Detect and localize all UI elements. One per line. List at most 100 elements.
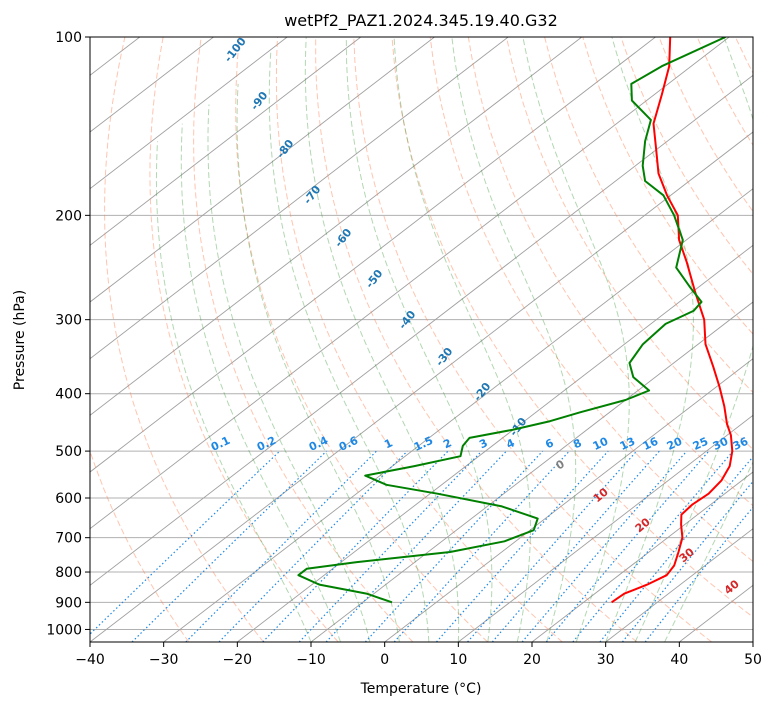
y-tick-label: 900 bbox=[55, 595, 82, 611]
mixing-ratio-label: 1 bbox=[382, 436, 394, 451]
moist-adiabat-line bbox=[304, 37, 460, 642]
mixing-ratio-line bbox=[364, 450, 544, 642]
moist-adiabat-line bbox=[664, 460, 753, 642]
moist-adiabat-line bbox=[236, 83, 400, 642]
isotherm-lines bbox=[0, 37, 753, 642]
dewpoint-profile-line bbox=[297, 37, 726, 604]
x-tick-label: 10 bbox=[449, 652, 467, 668]
isotherm-line bbox=[90, 37, 435, 303]
dry-adiabat-line bbox=[620, 37, 753, 275]
moist-adiabat-label: -80 bbox=[274, 137, 297, 161]
mixing-ratio-label: 8 bbox=[571, 436, 583, 451]
dry-adiabat-line bbox=[391, 37, 753, 618]
mixing-ratio-label: 4 bbox=[504, 436, 517, 451]
dry-adiabat-line bbox=[467, 37, 753, 507]
y-tick-label: 500 bbox=[55, 444, 82, 460]
x-axis-ticks: −40 −30 −20 −10 0 10 20 30 40 50 bbox=[75, 642, 762, 668]
moist-adiabat-line bbox=[155, 141, 312, 642]
mixing-ratio-label: 16 bbox=[641, 435, 661, 453]
temperature-profile-line bbox=[611, 37, 734, 604]
y-tick-label: 100 bbox=[55, 30, 82, 46]
isotherm-line bbox=[90, 37, 583, 416]
x-axis-label: Temperature (°C) bbox=[360, 681, 482, 697]
reference-line-labels: 0.1 0.2 0.4 0.6 1 1.5 2 3 4 6 8 10 13 16 20 25 30 36-100-… bbox=[209, 35, 751, 597]
y-tick-label: 400 bbox=[55, 387, 82, 403]
moist-adiabat-line bbox=[345, 37, 493, 642]
mixing-ratio-lines bbox=[90, 450, 753, 642]
isotherm-line bbox=[384, 358, 753, 642]
chart-title: wetPf2_PAZ1.2024.345.19.40.G32 bbox=[284, 11, 558, 31]
isotherm-line bbox=[90, 37, 362, 246]
mixing-ratio-label: 6 bbox=[543, 436, 556, 451]
x-tick-label: 50 bbox=[744, 652, 762, 668]
dry-adiabat-label: 20 bbox=[633, 515, 653, 535]
isotherm-line bbox=[752, 641, 753, 642]
dry-adiabat-line bbox=[696, 37, 753, 147]
x-tick-label: −10 bbox=[296, 652, 326, 668]
moist-adiabat-label: -60 bbox=[332, 226, 355, 250]
moist-adiabat-label: -40 bbox=[396, 308, 419, 332]
sounding-profiles bbox=[297, 37, 734, 604]
x-tick-label: −40 bbox=[75, 652, 105, 668]
isotherm-line bbox=[237, 244, 753, 642]
mixing-ratio-line bbox=[185, 450, 377, 642]
moist-adiabat-line bbox=[522, 37, 630, 642]
mixing-ratio-line bbox=[467, 450, 638, 642]
moist-adiabat-label: -20 bbox=[471, 380, 494, 404]
dry-adiabat-line bbox=[275, 37, 563, 642]
y-axis-label: Pressure (hPa) bbox=[12, 290, 28, 390]
isotherm-line bbox=[0, 37, 66, 642]
plot-area: 0.1 0.2 0.4 0.6 1 1.5 2 3 4 6 8 10 13 16 20 25 30 36-100-… bbox=[0, 35, 753, 642]
dry-adiabat-label: 40 bbox=[722, 577, 742, 597]
isotherm-line bbox=[605, 528, 753, 642]
mixing-ratio-label: 2 bbox=[441, 436, 453, 451]
x-tick-label: 20 bbox=[523, 652, 541, 668]
plot-frame bbox=[89, 36, 754, 643]
moist-adiabat-line bbox=[605, 37, 694, 642]
x-tick-label: 40 bbox=[670, 652, 688, 668]
moist-adiabat-line bbox=[268, 49, 430, 642]
dry-adiabat-line bbox=[104, 37, 264, 642]
x-tick-label: −30 bbox=[149, 652, 179, 668]
moist-adiabat-line bbox=[180, 123, 341, 642]
mixing-ratio-label: 20 bbox=[665, 435, 685, 453]
y-tick-label: 600 bbox=[55, 491, 82, 507]
moist-adiabat-line bbox=[393, 37, 531, 642]
y-tick-label: 300 bbox=[55, 313, 82, 329]
moist-adiabat-line bbox=[634, 37, 753, 642]
y-axis-ticks: 100 200 300 400 500 600 700 800 900 1000 bbox=[46, 30, 90, 638]
pressure-gridlines bbox=[90, 37, 753, 630]
y-tick-label: 1000 bbox=[46, 622, 82, 638]
y-tick-label: 800 bbox=[55, 565, 82, 581]
isotherm-line bbox=[90, 37, 656, 473]
mixing-ratio-line bbox=[90, 450, 281, 635]
isotherm-label: 0 bbox=[554, 457, 567, 472]
dry-adiabat-line bbox=[315, 37, 638, 642]
mixing-ratio-line bbox=[545, 450, 710, 642]
dry-adiabat-line bbox=[353, 37, 713, 642]
dry-adiabat-line bbox=[734, 37, 753, 75]
moist-adiabat-label: -100 bbox=[222, 35, 249, 65]
mixing-ratio-label: 36 bbox=[731, 435, 751, 453]
mixing-ratio-line bbox=[218, 450, 408, 642]
dry-adiabat-line bbox=[658, 37, 753, 213]
mixing-ratio-label: 13 bbox=[618, 435, 637, 453]
isotherm-line bbox=[531, 471, 753, 642]
mixing-ratio-line bbox=[435, 450, 609, 642]
mixing-ratio-line bbox=[599, 455, 753, 642]
dry-adiabat-line bbox=[90, 449, 190, 642]
dry-adiabat-line bbox=[582, 37, 753, 335]
mixing-ratio-label: 30 bbox=[711, 435, 731, 453]
mixing-ratio-label: 25 bbox=[691, 435, 710, 453]
isotherm-line bbox=[90, 37, 214, 133]
x-tick-label: −20 bbox=[223, 652, 253, 668]
isotherm-line bbox=[163, 188, 753, 642]
dry-adiabat-line bbox=[235, 37, 488, 642]
x-tick-label: 30 bbox=[597, 652, 615, 668]
mixing-ratio-label: 10 bbox=[591, 435, 611, 453]
dry-adiabat-line bbox=[506, 37, 753, 451]
isotherm-line bbox=[458, 414, 753, 642]
isotherm-line bbox=[90, 37, 288, 190]
dry-adiabat-line bbox=[544, 37, 753, 394]
